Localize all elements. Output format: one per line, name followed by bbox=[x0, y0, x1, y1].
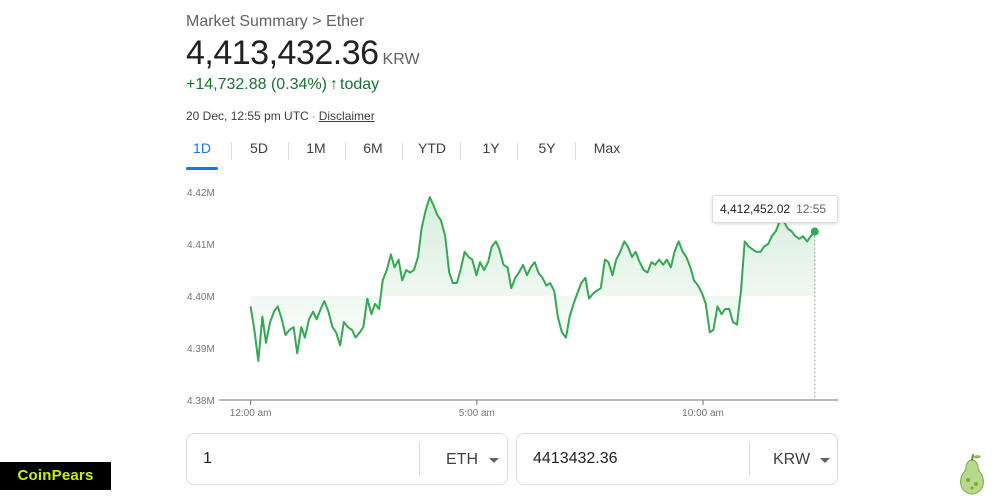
chart-tooltip: 4,412,452.02 12:55 bbox=[712, 195, 838, 223]
price-chart[interactable]: 4.42M 4.41M 4.40M 4.39M 4.38M 12:00 am 5:00 a… bbox=[0, 0, 1000, 430]
arrow-up-icon: ↑ bbox=[330, 76, 338, 93]
tab-divider bbox=[345, 142, 346, 160]
tab-5y[interactable]: 5Y bbox=[538, 140, 556, 156]
from-unit-select[interactable]: ETH bbox=[446, 451, 478, 468]
separator: · bbox=[311, 109, 316, 123]
from-amount-input[interactable] bbox=[201, 449, 395, 469]
tab-max[interactable]: Max bbox=[593, 140, 621, 156]
price-line bbox=[249, 196, 816, 362]
current-price: 4,413,432.36 bbox=[186, 34, 379, 72]
x-tick-label: 12:00 am bbox=[230, 408, 272, 419]
y-tick-label: 4.38M bbox=[187, 396, 215, 407]
price-row: 4,413,432.36 KRW bbox=[186, 34, 420, 73]
tab-divider bbox=[231, 142, 232, 160]
price-change: +14,732.88 (0.34%) ↑ today bbox=[186, 76, 379, 94]
y-tick-label: 4.42M bbox=[187, 188, 215, 199]
tab-5d[interactable]: 5D bbox=[250, 140, 268, 156]
chevron-down-icon[interactable] bbox=[820, 458, 830, 463]
tab-ytd[interactable]: YTD bbox=[418, 140, 446, 156]
converter-divider bbox=[419, 442, 420, 476]
tab-1y[interactable]: 1Y bbox=[482, 140, 500, 156]
tab-divider bbox=[517, 142, 518, 160]
to-unit-select[interactable]: KRW bbox=[773, 451, 811, 468]
converter-divider bbox=[749, 442, 750, 476]
pear-icon bbox=[960, 454, 984, 495]
tab-divider bbox=[288, 142, 289, 160]
x-tick-label: 5:00 am bbox=[459, 408, 495, 419]
coinpears-logo: CoinPears bbox=[0, 462, 111, 490]
y-tick-label: 4.39M bbox=[187, 344, 215, 355]
tab-1m[interactable]: 1M bbox=[306, 140, 326, 156]
to-converter: KRW bbox=[516, 433, 838, 485]
timestamp-row: 20 Dec, 12:55 pm UTC · Disclaimer bbox=[186, 109, 375, 123]
tab-1d[interactable]: 1D bbox=[186, 140, 218, 170]
y-tick-label: 4.40M bbox=[187, 292, 215, 303]
breadcrumb[interactable]: Market Summary > Ether bbox=[186, 13, 365, 30]
timestamp: 20 Dec, 12:55 pm UTC bbox=[186, 109, 309, 123]
from-converter: ETH bbox=[186, 433, 508, 485]
current-price-marker bbox=[810, 227, 819, 236]
price-change-value: +14,732.88 (0.34%) bbox=[186, 76, 327, 93]
tooltip-value: 4,412,452.02 bbox=[720, 202, 791, 216]
disclaimer-link[interactable]: Disclaimer bbox=[318, 109, 375, 123]
chevron-down-icon[interactable] bbox=[489, 458, 499, 463]
price-change-period: today bbox=[340, 76, 380, 93]
x-tick-label: 10:00 am bbox=[682, 408, 724, 419]
price-currency: KRW bbox=[382, 51, 420, 68]
tooltip-time: 12:55 bbox=[796, 202, 827, 216]
tab-6m[interactable]: 6M bbox=[363, 140, 383, 156]
to-amount-input[interactable] bbox=[531, 449, 725, 469]
price-area-fill bbox=[250, 197, 815, 361]
y-tick-label: 4.41M bbox=[187, 240, 215, 251]
tab-divider bbox=[460, 142, 461, 160]
tab-divider bbox=[402, 142, 403, 160]
tab-divider bbox=[575, 142, 576, 160]
